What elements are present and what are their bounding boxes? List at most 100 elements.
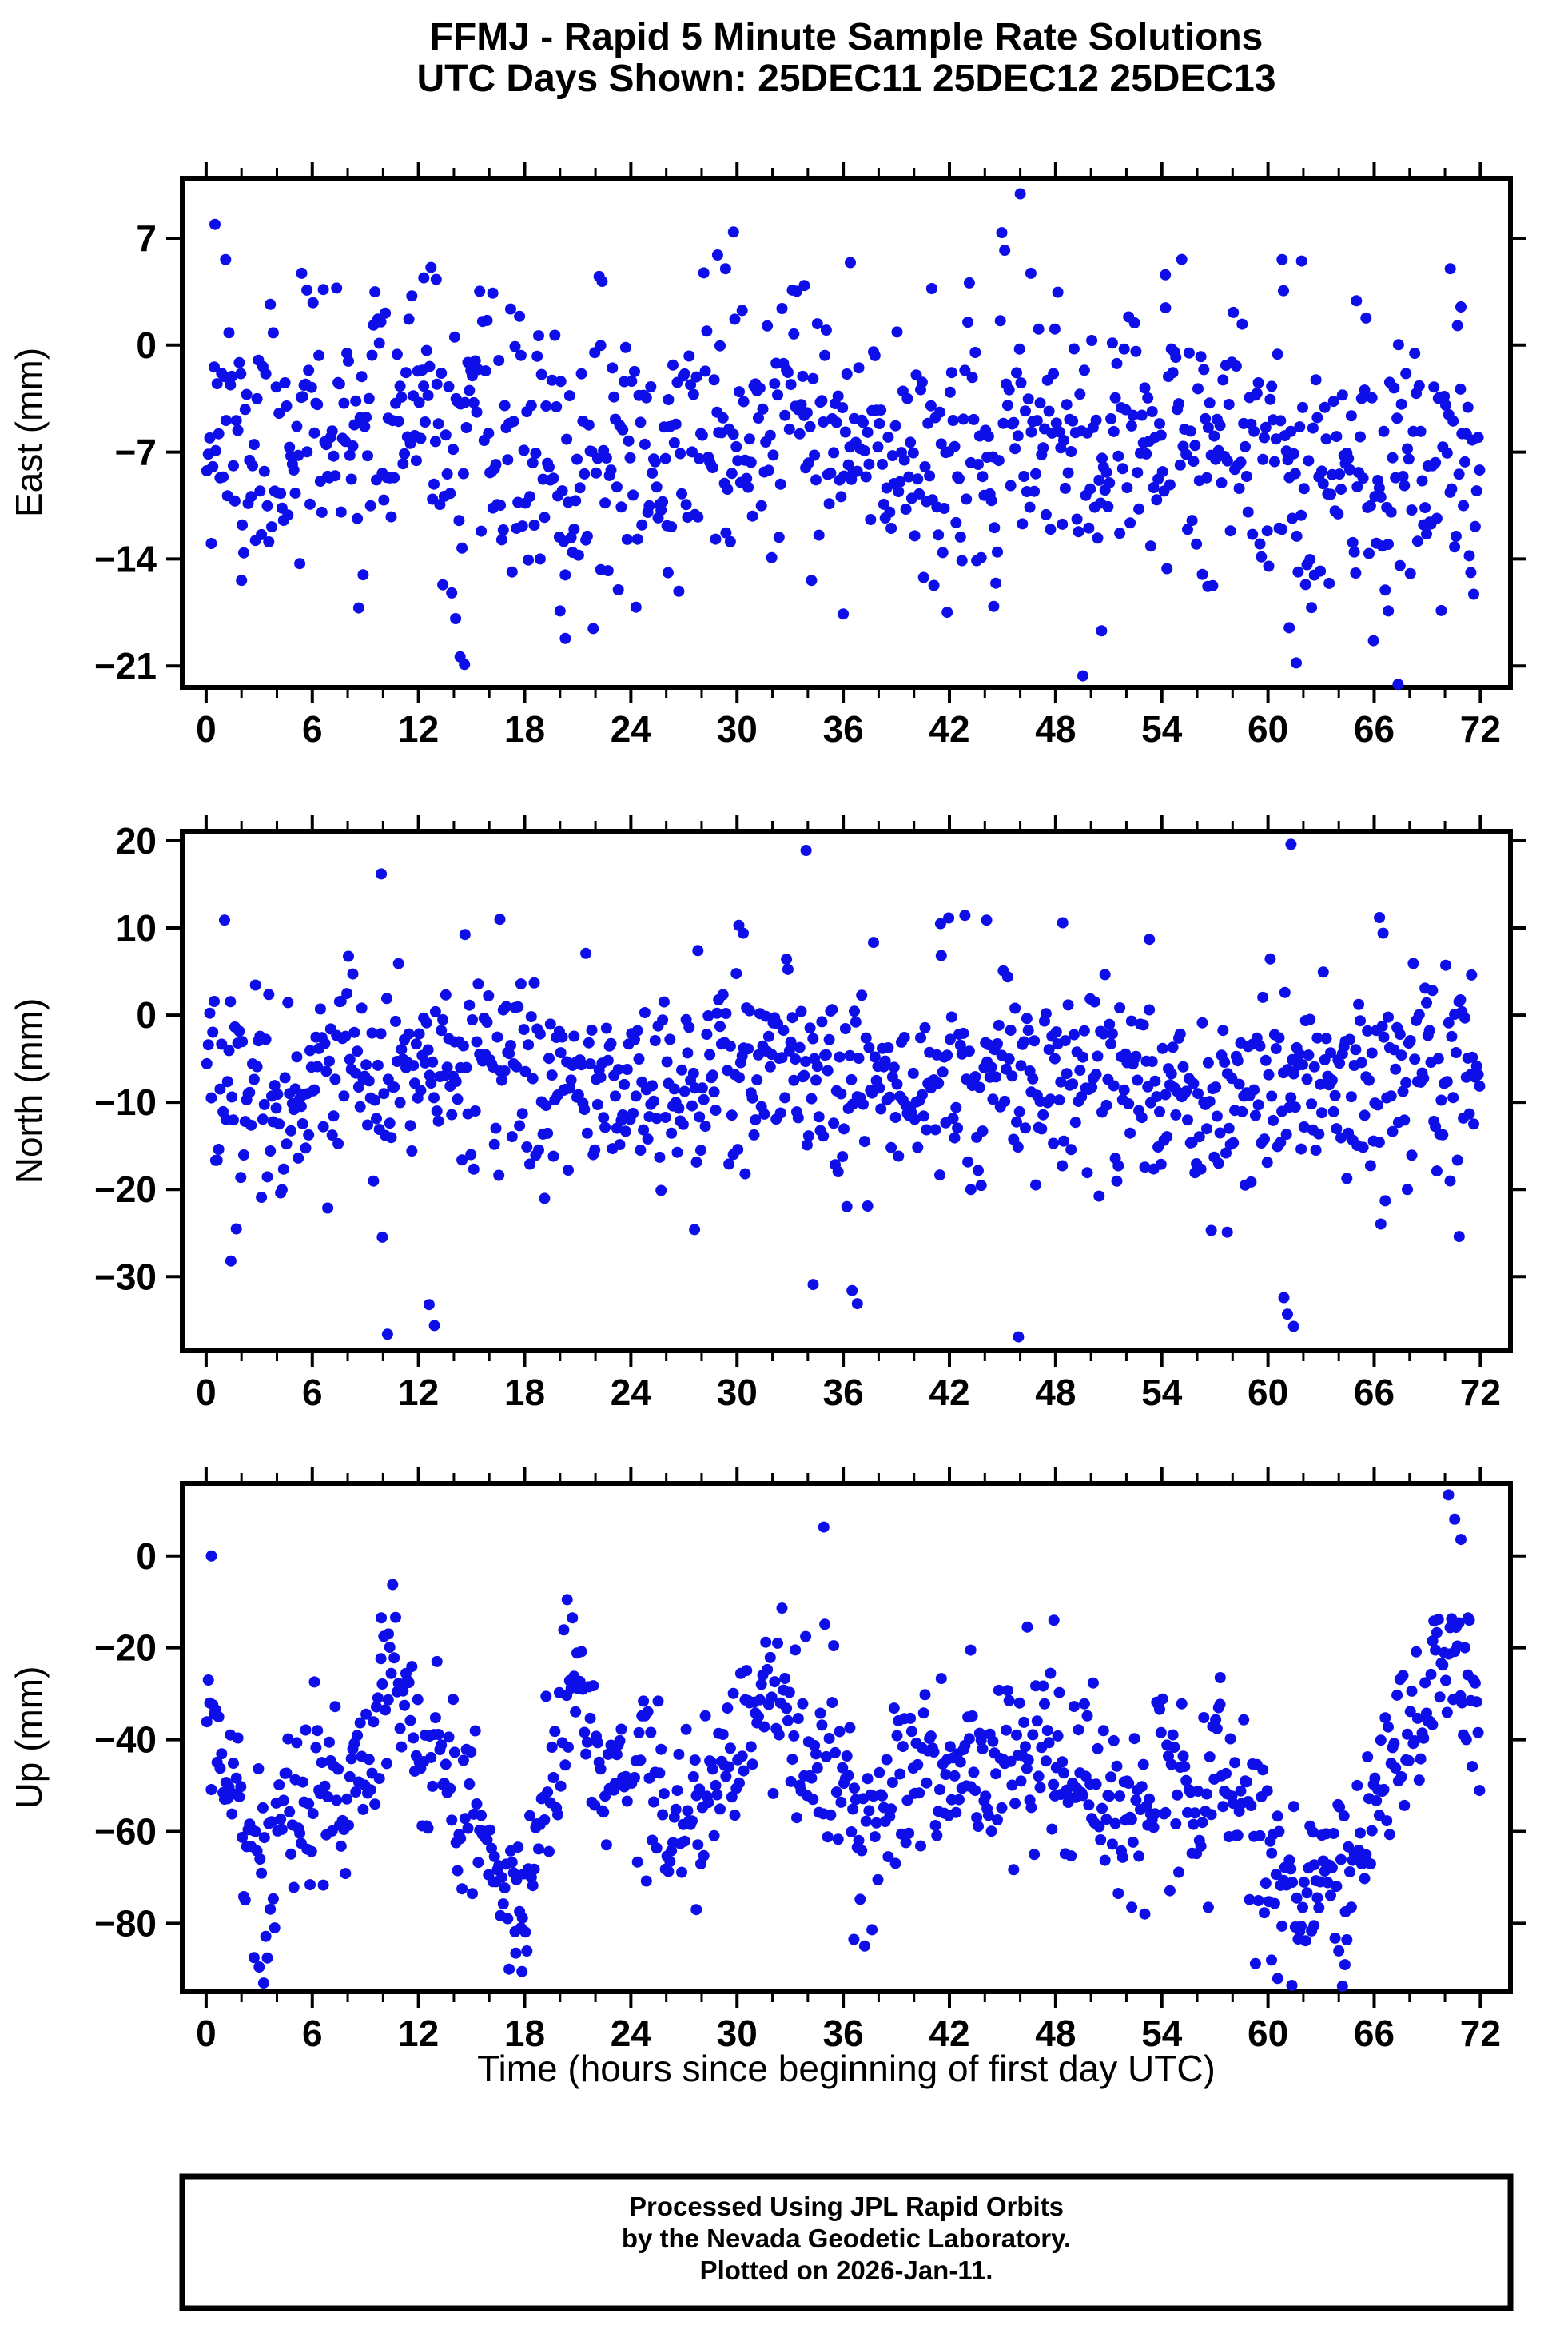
data-point (1431, 1165, 1443, 1177)
data-point (785, 379, 797, 391)
data-point (572, 549, 584, 561)
north-axis-label: North (mm) (8, 998, 50, 1184)
data-point (1043, 1044, 1055, 1056)
data-point (1315, 565, 1327, 577)
data-point (1189, 440, 1201, 452)
data-point (229, 495, 241, 507)
data-point (388, 1652, 400, 1664)
data-point (1202, 1057, 1214, 1069)
x-tick-label: 54 (1141, 1372, 1183, 1413)
data-point (776, 303, 788, 314)
data-point (1164, 1885, 1176, 1897)
data-point (1058, 435, 1069, 446)
outlier-point (1048, 1614, 1060, 1626)
data-point (312, 1725, 324, 1737)
data-point (1139, 1908, 1151, 1920)
data-point (1447, 415, 1459, 427)
data-point (822, 1065, 834, 1077)
data-point (913, 488, 925, 500)
outlier-point (561, 1594, 573, 1606)
data-point (935, 438, 947, 450)
data-point (457, 1754, 469, 1766)
data-point (284, 441, 296, 453)
data-point (633, 1053, 645, 1065)
data-point (1276, 524, 1288, 535)
data-point (440, 1758, 452, 1770)
data-point (452, 1865, 464, 1877)
data-point (441, 1061, 453, 1073)
data-point (1031, 415, 1043, 427)
data-point (307, 297, 319, 309)
data-point (1210, 1714, 1222, 1726)
data-point (233, 1791, 245, 1803)
data-point (1040, 1008, 1052, 1020)
data-point (1415, 1753, 1427, 1765)
data-point (915, 1032, 926, 1044)
data-point (1334, 1801, 1346, 1813)
data-point (238, 1149, 249, 1161)
x-tick-label: 66 (1354, 2013, 1395, 2054)
data-point (1347, 536, 1359, 548)
data-point (579, 1104, 591, 1116)
data-point (734, 1777, 745, 1789)
data-point (742, 481, 754, 493)
data-point (572, 1089, 584, 1101)
data-point (1338, 1810, 1350, 1822)
data-point (860, 471, 872, 483)
data-point (1011, 367, 1022, 379)
outlier-point (1221, 1226, 1233, 1238)
data-point (360, 1059, 372, 1071)
data-point (385, 511, 397, 523)
data-point (432, 1729, 444, 1740)
data-point (300, 1724, 312, 1736)
data-point (1114, 1002, 1126, 1013)
data-point (1127, 1836, 1139, 1848)
outlier-point (1291, 657, 1302, 669)
data-point (980, 1790, 992, 1802)
data-point (1287, 448, 1299, 460)
data-point (459, 929, 471, 941)
data-point (581, 1736, 593, 1748)
data-point (835, 1088, 847, 1100)
data-point (1167, 367, 1179, 379)
data-point (1261, 525, 1273, 537)
data-point (1205, 1809, 1217, 1821)
data-point (481, 1017, 493, 1028)
data-point (1260, 1054, 1272, 1066)
outlier-point (1383, 605, 1395, 617)
data-point (673, 1748, 685, 1760)
data-point (907, 1067, 919, 1079)
data-point (1335, 1853, 1347, 1865)
data-point (1096, 1802, 1108, 1814)
data-point (381, 1758, 392, 1770)
data-point (823, 1733, 835, 1744)
outlier-point (1449, 1513, 1461, 1525)
data-point (809, 1739, 821, 1751)
data-point (1034, 1782, 1046, 1794)
data-point (1357, 1141, 1369, 1153)
up-panel: 0−20−40−60−800 6 12 18 24 30 36 42 48 54 60 66 72 (94, 1467, 1526, 2054)
data-point (982, 431, 994, 442)
data-point (488, 1138, 500, 1150)
data-point (792, 1713, 804, 1724)
data-point (392, 958, 404, 969)
data-point (464, 384, 476, 396)
data-point (1148, 1821, 1160, 1833)
data-point (245, 1119, 257, 1131)
data-point (1092, 1050, 1104, 1062)
data-point (575, 1646, 587, 1658)
data-point (726, 1791, 738, 1803)
data-point (1259, 1133, 1270, 1145)
data-point (591, 1099, 603, 1110)
data-point (959, 364, 971, 376)
data-point (654, 1151, 666, 1163)
data-point (635, 1145, 647, 1156)
data-point (352, 1730, 364, 1742)
data-point (364, 1784, 376, 1796)
data-point (617, 424, 629, 436)
data-point (448, 1746, 460, 1758)
data-point (1025, 1802, 1037, 1814)
data-point (934, 1169, 945, 1181)
data-point (635, 1754, 647, 1766)
data-point (659, 1112, 671, 1123)
